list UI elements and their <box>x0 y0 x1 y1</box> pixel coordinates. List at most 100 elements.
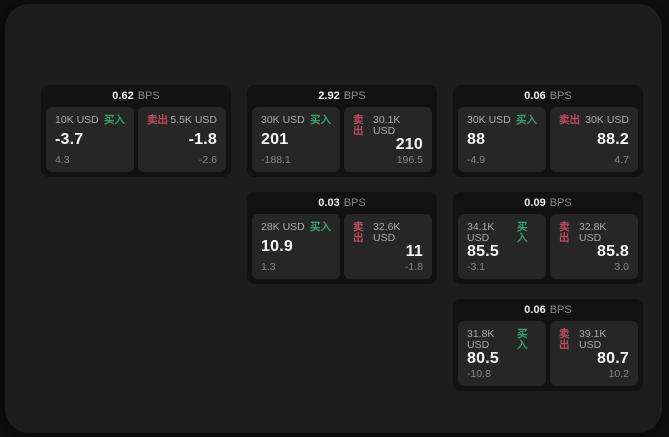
buy-label: 买入 <box>310 114 331 126</box>
quote-card[interactable]: 0.03 BPS 28K USD 买入 10.9 1.3 卖出 32.6K US… <box>247 192 437 284</box>
buy-label: 买入 <box>104 114 125 126</box>
buy-price: 88 <box>467 131 486 149</box>
buy-panel[interactable]: 30K USD 买入 88 -4.9 <box>458 107 546 172</box>
card-grid: 0.62 BPS 10K USD 买入 -3.7 4.3 卖出 5.5K USD… <box>5 4 662 433</box>
bps-suffix: BPS <box>343 89 366 102</box>
buy-amount: 10K USD <box>55 114 99 126</box>
sell-price: -1.8 <box>188 131 217 149</box>
buy-amount: 30K USD <box>467 114 511 126</box>
sell-label: 卖出 <box>147 114 168 126</box>
buy-label: 买入 <box>517 221 528 244</box>
buy-sub-value: -10.8 <box>467 367 491 380</box>
sell-panel-top: 卖出 5.5K USD <box>147 115 217 126</box>
bps-suffix: BPS <box>343 196 366 209</box>
sell-panel-top: 卖出 39.1K USD <box>559 329 629 350</box>
buy-panel-top: 31.8K USD 买入 <box>467 329 537 350</box>
card-header: 0.09 BPS <box>458 192 638 214</box>
buy-amount: 34.1K USD <box>467 221 495 244</box>
sell-label: 卖出 <box>559 114 580 126</box>
sell-price: 210 <box>395 136 423 154</box>
quote-card[interactable]: 0.06 BPS 30K USD 买入 88 -4.9 卖出 30K USD 8… <box>453 85 643 177</box>
sell-price: 11 <box>405 243 423 261</box>
sell-label: 卖出 <box>559 328 570 351</box>
buy-sub-value: -188.1 <box>261 153 291 166</box>
buy-panel[interactable]: 31.8K USD 买入 80.5 -10.8 <box>458 321 546 386</box>
card-body: 31.8K USD 买入 80.5 -10.8 卖出 39.1K USD 80.… <box>458 321 638 386</box>
quote-card[interactable]: 2.92 BPS 30K USD 买入 201 -188.1 卖出 30.1K … <box>247 85 437 177</box>
sell-panel-top: 卖出 32.6K USD <box>353 222 423 243</box>
sell-sub-value: 3.0 <box>614 260 629 273</box>
sell-sub-value: 4.7 <box>614 153 629 166</box>
buy-amount: 31.8K USD <box>467 328 495 351</box>
buy-amount: 30K USD <box>261 114 305 126</box>
sell-price: 88.2 <box>597 131 629 149</box>
sell-price: 85.8 <box>597 243 629 261</box>
sell-sub-value: 10.2 <box>608 367 629 380</box>
buy-amount: 28K USD <box>261 221 305 233</box>
buy-sub-value: 4.3 <box>55 153 70 166</box>
sell-panel-top: 卖出 32.8K USD <box>559 222 629 243</box>
sell-amount: 5.5K USD <box>170 114 217 126</box>
app-window: 0.62 BPS 10K USD 买入 -3.7 4.3 卖出 5.5K USD… <box>5 4 662 433</box>
sell-amount: 30K USD <box>585 114 629 126</box>
bps-value: 0.03 <box>318 196 340 209</box>
buy-panel[interactable]: 10K USD 买入 -3.7 4.3 <box>46 107 134 172</box>
sell-panel-top: 卖出 30K USD <box>559 115 629 126</box>
buy-label: 买入 <box>310 221 331 233</box>
buy-price: -3.7 <box>55 131 84 149</box>
buy-panel-top: 10K USD 买入 <box>55 115 125 126</box>
card-header: 0.06 BPS <box>458 299 638 321</box>
buy-price: 85.5 <box>467 243 499 261</box>
bps-value: 0.06 <box>524 303 546 316</box>
buy-panel-top: 30K USD 买入 <box>467 115 537 126</box>
card-header: 2.92 BPS <box>252 85 432 107</box>
buy-price: 10.9 <box>261 238 293 256</box>
sell-label: 卖出 <box>353 114 364 137</box>
sell-label: 卖出 <box>353 221 364 244</box>
bps-suffix: BPS <box>549 303 572 316</box>
sell-amount: 39.1K USD <box>578 328 607 351</box>
sell-panel[interactable]: 卖出 39.1K USD 80.7 10.2 <box>550 321 638 386</box>
buy-panel[interactable]: 28K USD 买入 10.9 1.3 <box>252 214 340 279</box>
sell-sub-value: -1.8 <box>404 260 423 273</box>
card-header: 0.06 BPS <box>458 85 638 107</box>
buy-price: 201 <box>261 131 289 149</box>
card-body: 30K USD 买入 88 -4.9 卖出 30K USD 88.2 4.7 <box>458 107 638 172</box>
sell-amount: 30.1K USD <box>372 114 401 137</box>
bps-suffix: BPS <box>137 89 160 102</box>
buy-sub-value: 1.3 <box>261 260 276 273</box>
sell-amount: 32.6K USD <box>372 221 401 244</box>
card-header: 0.03 BPS <box>252 192 432 214</box>
sell-panel-top: 卖出 30.1K USD <box>353 115 423 136</box>
sell-sub-value: 196.5 <box>396 153 423 166</box>
bps-value: 0.06 <box>524 89 546 102</box>
card-header: 0.62 BPS <box>46 85 226 107</box>
card-body: 30K USD 买入 201 -188.1 卖出 30.1K USD 210 1… <box>252 107 432 172</box>
sell-panel[interactable]: 卖出 30.1K USD 210 196.5 <box>344 107 432 172</box>
buy-sub-value: -3.1 <box>467 260 486 273</box>
bps-value: 0.62 <box>112 89 134 102</box>
sell-price: 80.7 <box>597 350 629 368</box>
quote-card[interactable]: 0.62 BPS 10K USD 买入 -3.7 4.3 卖出 5.5K USD… <box>41 85 231 177</box>
sell-panel[interactable]: 卖出 32.8K USD 85.8 3.0 <box>550 214 638 279</box>
bps-suffix: BPS <box>549 89 572 102</box>
buy-price: 80.5 <box>467 350 499 368</box>
bps-value: 0.09 <box>524 196 546 209</box>
bps-suffix: BPS <box>549 196 572 209</box>
sell-panel[interactable]: 卖出 5.5K USD -1.8 -2.6 <box>138 107 226 172</box>
card-body: 28K USD 买入 10.9 1.3 卖出 32.6K USD 11 -1.8 <box>252 214 432 279</box>
card-body: 10K USD 买入 -3.7 4.3 卖出 5.5K USD -1.8 -2.… <box>46 107 226 172</box>
quote-card[interactable]: 0.06 BPS 31.8K USD 买入 80.5 -10.8 卖出 39.1… <box>453 299 643 391</box>
buy-sub-value: -4.9 <box>467 153 486 166</box>
buy-label: 买入 <box>516 114 537 126</box>
sell-panel[interactable]: 卖出 32.6K USD 11 -1.8 <box>344 214 432 279</box>
sell-amount: 32.8K USD <box>578 221 607 244</box>
buy-label: 买入 <box>517 328 528 351</box>
sell-label: 卖出 <box>559 221 570 244</box>
buy-panel-top: 30K USD 买入 <box>261 115 331 126</box>
buy-panel[interactable]: 30K USD 买入 201 -188.1 <box>252 107 340 172</box>
sell-panel[interactable]: 卖出 30K USD 88.2 4.7 <box>550 107 638 172</box>
buy-panel[interactable]: 34.1K USD 买入 85.5 -3.1 <box>458 214 546 279</box>
quote-card[interactable]: 0.09 BPS 34.1K USD 买入 85.5 -3.1 卖出 32.8K… <box>453 192 643 284</box>
bps-value: 2.92 <box>318 89 340 102</box>
